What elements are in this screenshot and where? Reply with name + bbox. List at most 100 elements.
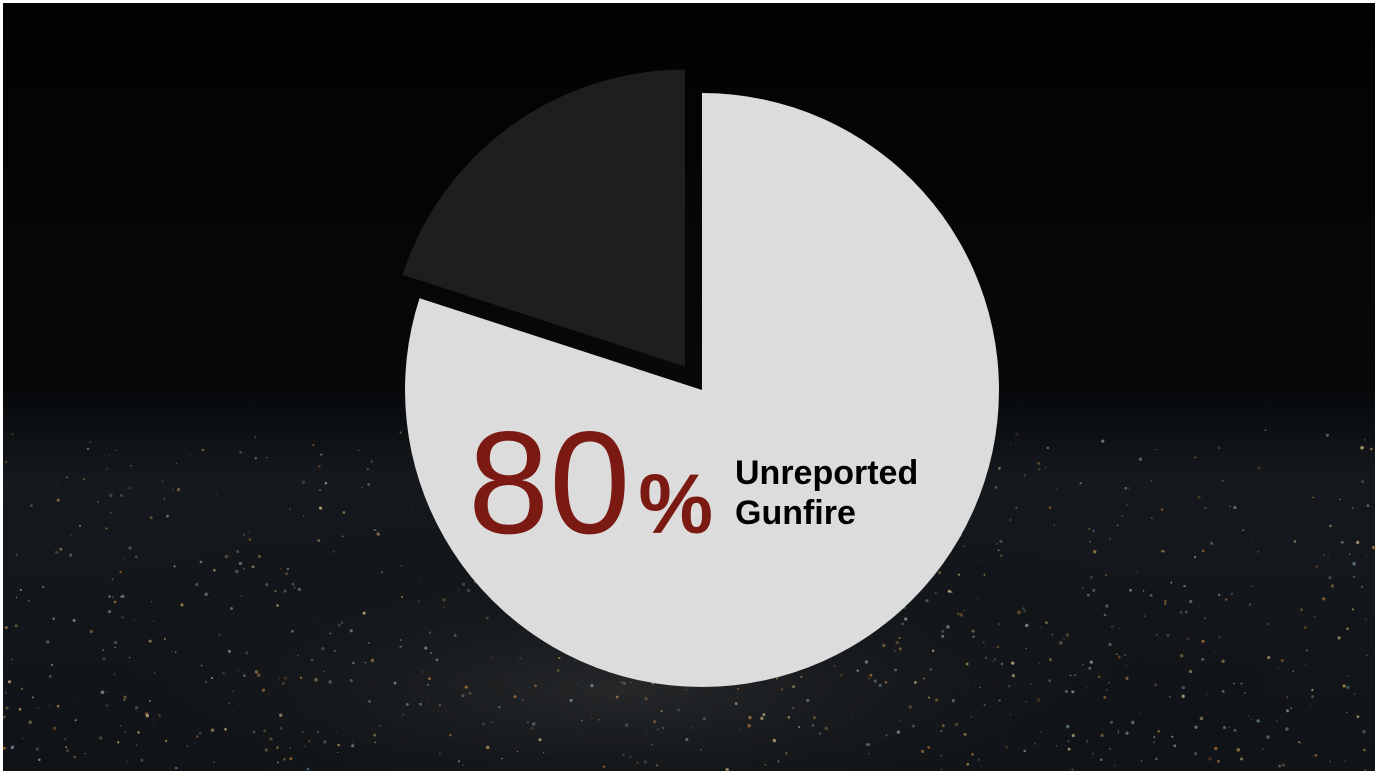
light (971, 629, 975, 633)
light (341, 535, 344, 538)
light (213, 569, 216, 572)
light (114, 646, 116, 649)
light (1067, 747, 1071, 751)
light (279, 713, 283, 717)
light (283, 758, 286, 761)
light (574, 660, 576, 662)
light (923, 677, 925, 680)
light (307, 739, 311, 743)
light (435, 658, 439, 662)
light (1251, 539, 1253, 541)
light (349, 629, 353, 633)
light (1276, 720, 1278, 723)
light (998, 623, 1000, 625)
light (380, 571, 384, 574)
light (237, 669, 239, 672)
light (289, 508, 291, 510)
light (1323, 554, 1325, 557)
light (357, 449, 360, 452)
light (1150, 479, 1153, 482)
light (556, 669, 560, 672)
light (367, 642, 370, 644)
light (995, 647, 997, 649)
light (65, 476, 68, 479)
light (762, 713, 766, 717)
light (1360, 446, 1364, 450)
light (898, 720, 901, 722)
light (644, 697, 648, 701)
light (1136, 571, 1138, 573)
category-label: Unreported Gunfire (735, 454, 918, 532)
light (764, 763, 767, 766)
light (1278, 667, 1280, 669)
light (1117, 655, 1121, 659)
light (1306, 649, 1308, 652)
light (1201, 658, 1203, 660)
light (428, 677, 431, 681)
light (1160, 508, 1164, 511)
light (1025, 647, 1027, 650)
light (598, 718, 601, 721)
light (291, 582, 295, 586)
light (38, 758, 41, 762)
light (113, 641, 118, 645)
light (1361, 480, 1365, 484)
light (856, 669, 860, 672)
light (393, 681, 397, 685)
light (1125, 676, 1129, 680)
light (422, 671, 425, 673)
light (1121, 514, 1124, 518)
light (1339, 498, 1342, 501)
light (99, 736, 103, 740)
light (286, 567, 290, 571)
light (1017, 610, 1021, 615)
light (130, 464, 132, 467)
light (991, 660, 994, 663)
light (1055, 744, 1058, 747)
light (1071, 733, 1075, 738)
light (1053, 524, 1055, 526)
light (1040, 626, 1043, 629)
light (1286, 709, 1289, 713)
light (242, 533, 246, 536)
light (107, 610, 112, 614)
light (1022, 607, 1025, 610)
light (123, 699, 126, 701)
light (869, 673, 873, 677)
light (1242, 529, 1245, 531)
light (342, 511, 346, 514)
light (261, 688, 265, 692)
light (268, 693, 270, 695)
light (119, 724, 122, 727)
light (257, 555, 261, 558)
light (274, 590, 277, 593)
light (1024, 623, 1029, 628)
light (1311, 695, 1315, 699)
light (1105, 689, 1108, 691)
light (196, 735, 199, 738)
light (100, 690, 105, 695)
light (1089, 540, 1091, 543)
light (1124, 486, 1128, 490)
light (734, 702, 738, 706)
light (328, 680, 332, 684)
light (121, 594, 125, 599)
light (293, 580, 296, 582)
light (1289, 707, 1293, 710)
light (780, 688, 784, 691)
light (1034, 743, 1036, 745)
light (979, 686, 981, 689)
light (362, 611, 366, 615)
light (299, 676, 303, 680)
light (1363, 748, 1366, 752)
light (1369, 447, 1373, 451)
light (1025, 700, 1027, 703)
light (955, 722, 959, 727)
light (399, 431, 402, 434)
light (1009, 713, 1012, 716)
light (1179, 654, 1184, 658)
light (1183, 584, 1186, 588)
light (7, 680, 12, 684)
light (276, 746, 279, 749)
